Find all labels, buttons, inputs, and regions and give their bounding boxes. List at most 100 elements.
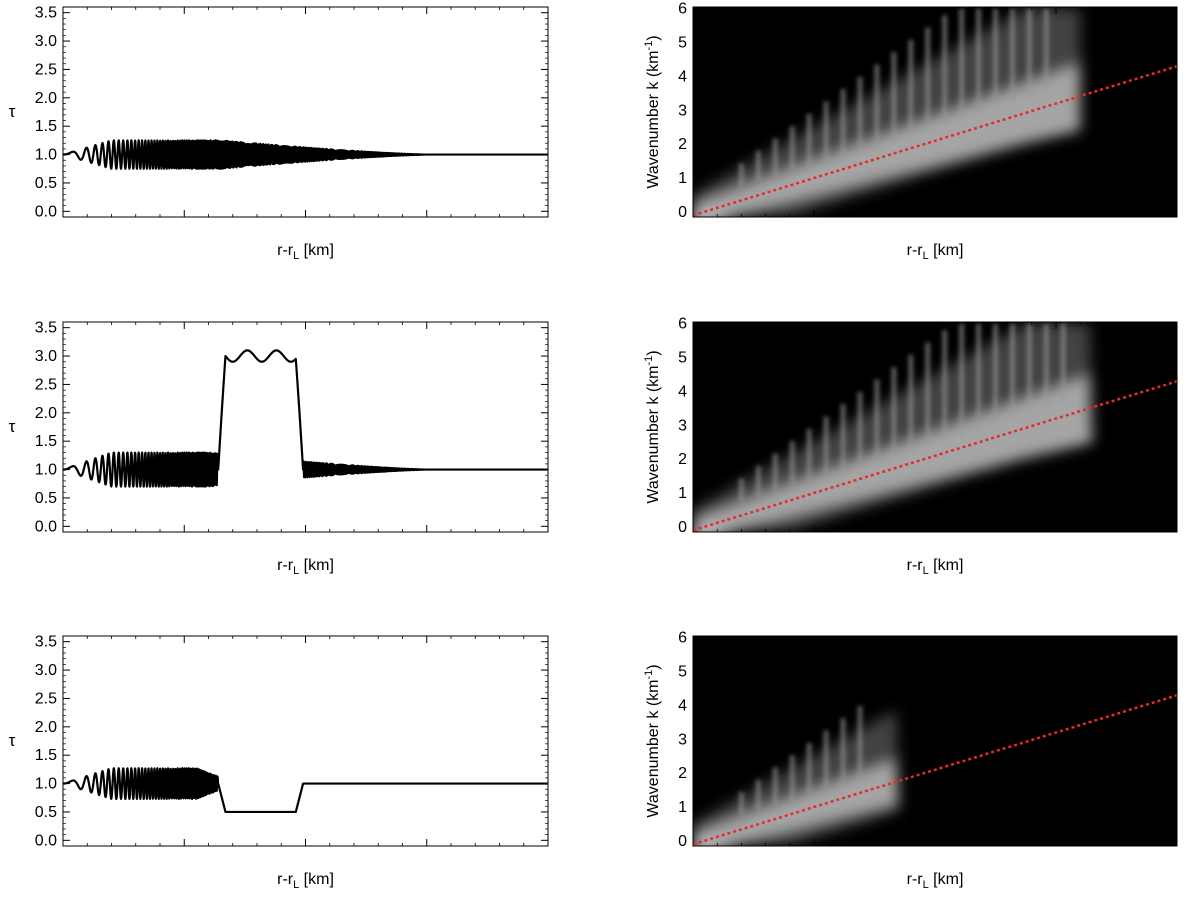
y-tick-label: 3.5	[35, 634, 57, 651]
y-tick-label: 4	[678, 383, 687, 400]
heatmap-fringe	[942, 330, 948, 440]
x-axis-label: r-rL [km]	[277, 871, 334, 891]
heatmap-fringe	[993, 323, 998, 424]
heatmap-fringe	[1026, 323, 1032, 414]
x-axis-label-sub: L	[293, 565, 299, 577]
heatmap-fringe	[823, 416, 829, 476]
y-tick-label: 0.5	[35, 490, 57, 507]
heatmap-envelope	[693, 710, 899, 845]
tau-series-line	[62, 139, 549, 170]
y-tick-label: 1	[678, 799, 687, 816]
x-axis-label-main: r-r	[907, 871, 924, 888]
y-tick-label: 1	[678, 485, 687, 502]
y-tick-label: 0.5	[35, 804, 57, 821]
x-axis-label-unit: [km]	[929, 871, 964, 888]
y-axis-label-close: )	[645, 350, 662, 355]
y-tick-label: 5	[678, 664, 687, 681]
y-tick-label: 3.5	[35, 5, 57, 22]
plot-frame	[62, 6, 549, 218]
heatmap-fringe	[925, 27, 931, 130]
x-axis-label-sub: L	[923, 565, 929, 577]
heatmap-fringe	[755, 779, 761, 811]
y-tick-label: 1.5	[35, 118, 57, 135]
heatmap-fringe	[874, 64, 880, 146]
x-axis-label-sub: L	[923, 879, 929, 891]
x-axis-label-unit: [km]	[929, 557, 964, 574]
heatmap-fringe	[755, 465, 761, 497]
heatmap-fringe	[789, 441, 795, 487]
x-axis-label-main: r-r	[277, 557, 294, 574]
heatmap-fringe	[738, 478, 744, 502]
tau-series-line	[62, 767, 549, 814]
heatmap-fringe	[806, 113, 812, 166]
heatmap-fringe	[1026, 8, 1032, 99]
y-tick-label: 0.0	[35, 203, 57, 220]
y-tick-label: 0	[678, 204, 687, 221]
y-tick-label: 1.0	[35, 147, 57, 164]
y-tick-label: 6	[678, 1, 687, 18]
row-3-profile: r-rL [km] 0.0 0.5 1.0 1.5 2.0 2.5 3.0 3.5 τ	[9, 634, 549, 891]
y-axis-label-close: )	[645, 35, 662, 40]
heatmap-fringe	[772, 453, 778, 492]
y-axis-label-close: )	[645, 664, 662, 669]
y-tick-label: 0.5	[35, 175, 57, 192]
y-tick-label: 3.0	[35, 348, 57, 365]
y-tick-label: 0.0	[35, 518, 57, 535]
y-axis-label-sup: -1	[643, 41, 655, 51]
x-axis-label-main: r-r	[907, 242, 924, 259]
x-axis-label-main: r-r	[277, 242, 294, 259]
y-tick-label: 2.5	[35, 61, 57, 78]
x-axis-label-main: r-r	[907, 557, 924, 574]
heatmap-fringes	[738, 8, 1049, 187]
y-tick-label: 2.0	[35, 405, 57, 422]
heatmap-fringe	[1009, 323, 1015, 419]
row-2-wavelet: r-rL [km] 0 1 2 3 4 5 6 Wavenumber k (km-1)	[643, 316, 1178, 577]
heatmap-fringe	[823, 730, 829, 790]
heatmap-fringe	[959, 8, 965, 120]
y-tick-label: 2	[678, 451, 687, 468]
heatmap-fringe	[789, 126, 795, 172]
x-axis-label: r-rL [km]	[277, 557, 334, 577]
y-tick-label: 1.5	[35, 433, 57, 450]
y-tick-label: 0	[678, 833, 687, 850]
heatmap-power	[693, 323, 1093, 532]
x-axis-label-main: r-r	[277, 871, 294, 888]
heatmap-fringe	[755, 150, 761, 182]
y-tick-label: 3	[678, 731, 687, 748]
heatmap-fringe	[976, 323, 982, 429]
y-axis-label: τ	[9, 731, 16, 750]
heatmap-fringe	[857, 391, 863, 466]
y-tick-label: 6	[678, 316, 687, 333]
row-1-wavelet: r-rL [km] 0 1 2 3 4 5 6 Wavenumber k (km-1)	[643, 1, 1178, 262]
y-axis-label: Wavenumber k (km-1)	[643, 35, 662, 188]
x-axis-label-unit: [km]	[299, 871, 334, 888]
row-1-profile: r-rL [km] 0.0 0.5 1.0 1.5 2.0 2.5 3.0 3.5 τ	[9, 5, 549, 262]
plot-frame	[62, 321, 549, 533]
y-axis-label-main: Wavenumber k (km	[645, 366, 662, 504]
heatmap-fringe	[840, 718, 846, 785]
y-tick-label: 5	[678, 350, 687, 367]
heatmap-fringes	[738, 323, 1066, 502]
y-axis-label-main: Wavenumber k (km	[645, 680, 662, 818]
x-axis-label-sub: L	[293, 879, 299, 891]
heatmap-fringes	[738, 705, 863, 816]
plot-frame	[62, 635, 549, 847]
heatmap-fringe	[1043, 8, 1049, 93]
heatmap-fringe	[925, 342, 931, 445]
heatmap-fringe	[738, 163, 744, 187]
y-tick-label: 5	[678, 35, 687, 52]
y-tick-label: 1.0	[35, 776, 57, 793]
x-axis-label-sub: L	[293, 250, 299, 262]
heatmap-fringe	[908, 39, 914, 135]
heatmap-fringe	[976, 8, 982, 114]
heatmap-fringe	[738, 792, 744, 816]
heatmap-fringe	[806, 742, 812, 795]
heatmap-fringe	[959, 323, 965, 435]
heatmap-power	[693, 8, 1081, 217]
heatmap-fringe	[908, 354, 914, 450]
y-tick-label: 6	[678, 630, 687, 647]
y-tick-label: 1.0	[35, 462, 57, 479]
heatmap-fringe	[789, 755, 795, 801]
y-axis-label-sup: -1	[643, 670, 655, 680]
